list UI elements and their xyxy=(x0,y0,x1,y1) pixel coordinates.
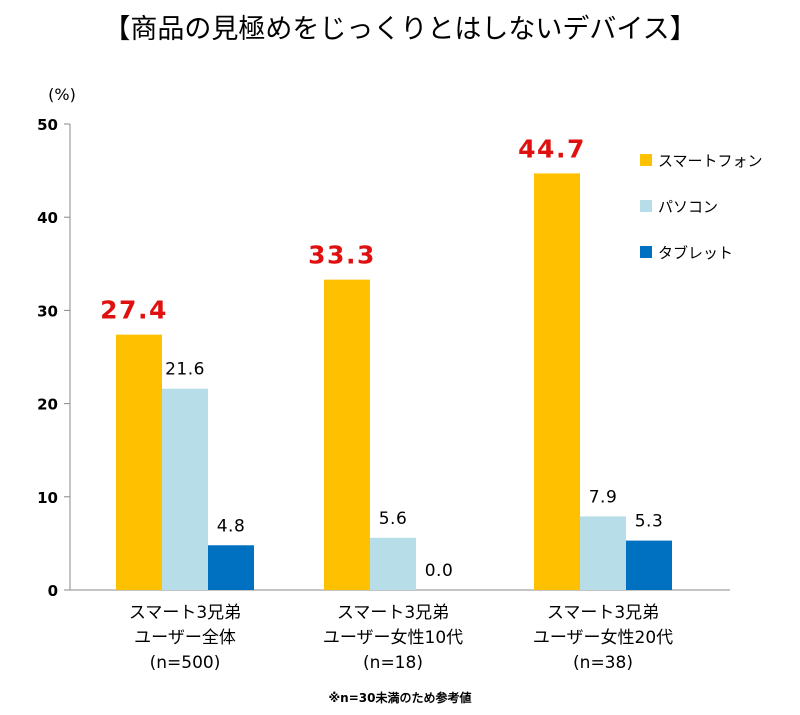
legend-label: タブレット xyxy=(658,244,733,262)
data-label: 21.6 xyxy=(165,360,205,380)
data-label: 27.4 xyxy=(100,296,168,325)
legend-swatch xyxy=(640,154,652,166)
footnote: ※n=30未満のため参考値 xyxy=(329,690,472,705)
x-tick-label: ユーザー女性10代 xyxy=(323,628,463,648)
x-tick-label: (n=500) xyxy=(150,653,221,673)
data-label: 7.9 xyxy=(589,487,618,507)
chart-title: 【商品の見極めをじっくりとはしないデバイス】 xyxy=(103,14,696,45)
bar xyxy=(324,279,370,590)
legend-swatch xyxy=(640,200,652,212)
legend-label: スマートフォン xyxy=(658,152,763,170)
y-tick-label: 20 xyxy=(37,396,58,414)
x-tick-label: (n=18) xyxy=(363,653,423,673)
y-tick-label: 40 xyxy=(37,209,58,227)
y-tick-label: 30 xyxy=(37,302,58,320)
x-tick-label: (n=38) xyxy=(573,653,633,673)
bar xyxy=(626,540,672,590)
bar xyxy=(580,516,626,590)
data-label: 5.3 xyxy=(635,512,664,532)
legend-swatch xyxy=(640,246,652,258)
x-tick-label: スマート3兄弟 xyxy=(547,603,659,623)
x-tick-label: スマート3兄弟 xyxy=(129,603,241,623)
data-label: 0.0 xyxy=(425,561,454,581)
x-tick-label: ユーザー全体 xyxy=(134,628,236,648)
y-axis-label: (%) xyxy=(48,85,76,104)
data-label: 5.6 xyxy=(379,509,408,529)
x-tick-label: スマート3兄弟 xyxy=(337,603,449,623)
legend-label: パソコン xyxy=(658,198,718,216)
x-tick-label: ユーザー女性20代 xyxy=(533,628,673,648)
y-tick-label: 50 xyxy=(37,116,58,134)
bar xyxy=(208,545,254,590)
data-label: 44.7 xyxy=(518,134,586,163)
bar xyxy=(534,173,580,590)
bar xyxy=(116,334,162,590)
bar xyxy=(370,537,416,590)
y-tick-label: 10 xyxy=(37,489,58,507)
data-label: 4.8 xyxy=(217,516,246,536)
y-tick-label: 0 xyxy=(48,582,58,600)
bar xyxy=(162,388,208,590)
data-label: 33.3 xyxy=(308,241,376,270)
